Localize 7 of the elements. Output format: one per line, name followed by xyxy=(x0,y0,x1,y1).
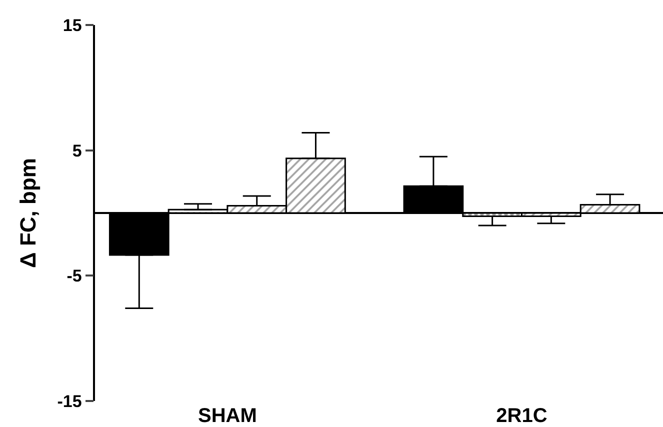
y-tick-label: -5 xyxy=(66,266,82,286)
x-tick-label: SHAM xyxy=(198,405,257,427)
y-tick-label: 5 xyxy=(72,141,82,160)
y-axis-title: Δ FC, bpm xyxy=(16,158,41,268)
x-tick-label: 2R1C xyxy=(496,405,548,427)
y-tick-label: 15 xyxy=(62,16,82,35)
y-tick-label: -15 xyxy=(57,392,82,411)
